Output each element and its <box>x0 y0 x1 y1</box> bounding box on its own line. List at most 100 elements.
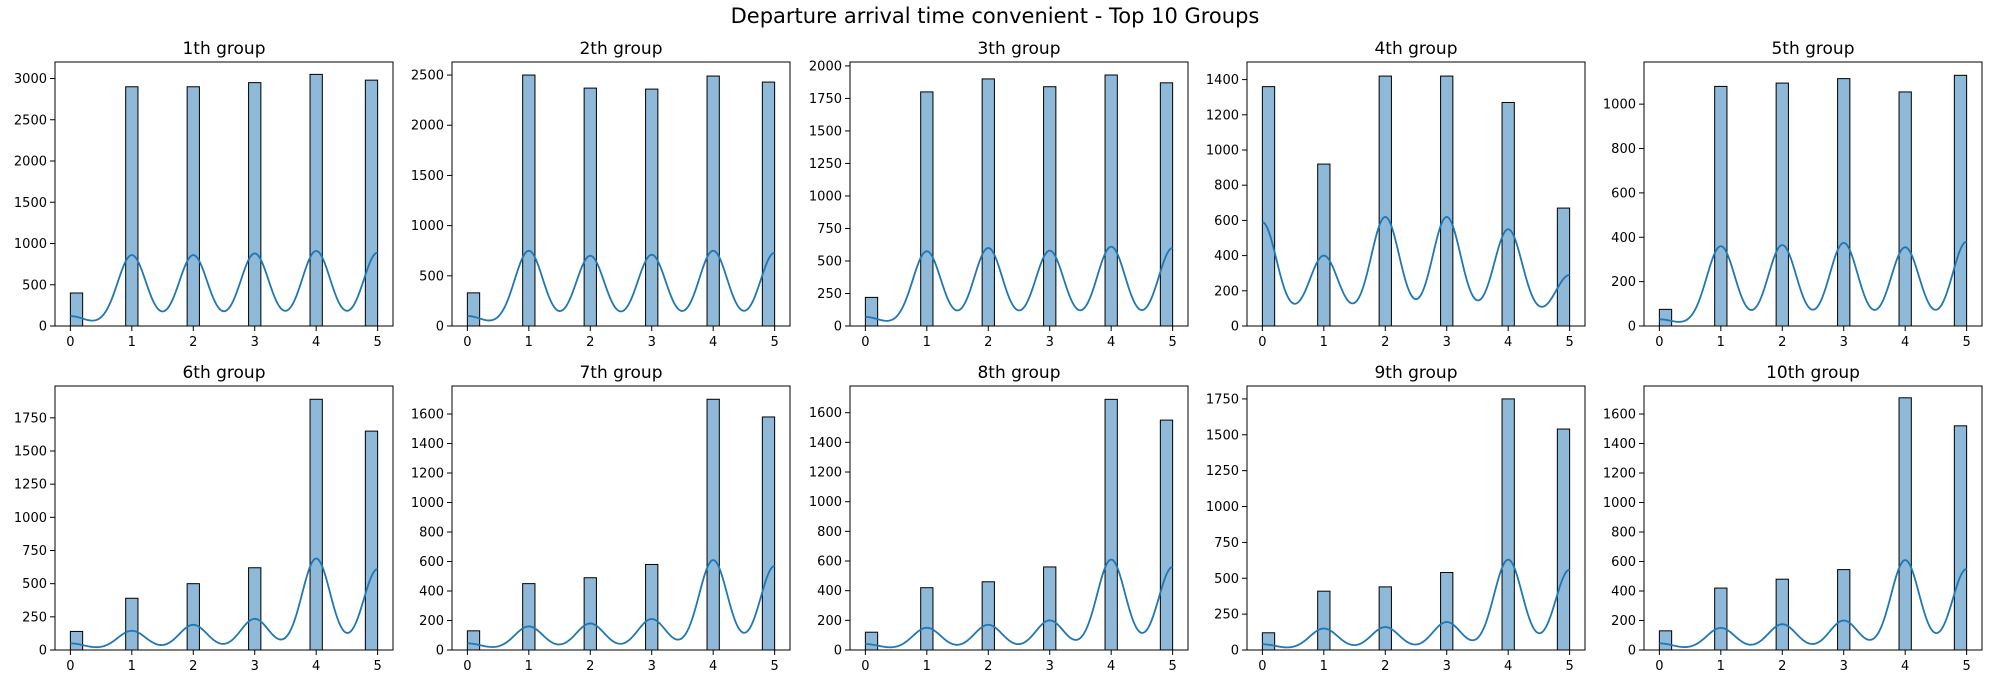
subplot-title: 1th group <box>182 39 265 59</box>
histogram-bar <box>1837 78 1851 327</box>
y-tick-label: 0 <box>1628 320 1636 335</box>
histogram-bar <box>69 292 84 327</box>
x-tick-label: 2 <box>1381 335 1389 350</box>
subplot-1: 1th group 0 1 2 3 4 5 0 500 1000 1500 2000 2500 3000 <box>14 39 394 350</box>
y-tick-label: 250 <box>817 287 842 302</box>
kde-curve <box>467 559 775 648</box>
subplot-8: 8th group 0 1 2 3 4 5 0 200 400 600 800 1000 1200 1400… <box>809 363 1189 674</box>
y-tick-label: 1750 <box>809 92 842 107</box>
x-tick-label: 5 <box>1168 335 1176 350</box>
y-tick-label: 600 <box>1214 214 1239 229</box>
x-tick-label: 0 <box>1258 659 1266 674</box>
y-tick-label: 400 <box>1611 231 1636 246</box>
histogram-bar <box>645 88 659 327</box>
y-tick-label: 0 <box>39 320 47 335</box>
x-tick-label: 3 <box>1840 659 1848 674</box>
histogram-bar <box>1159 82 1174 327</box>
histogram-bar <box>1775 82 1789 327</box>
y-tick-label: 800 <box>1214 179 1239 194</box>
histogram-bar <box>1556 207 1571 327</box>
x-tick-label: 1 <box>1320 335 1328 350</box>
x-tick-label: 5 <box>1565 335 1573 350</box>
histogram-bar <box>248 567 262 651</box>
histogram-bar <box>1159 419 1174 651</box>
x-tick-label: 4 <box>709 335 717 350</box>
histogram-bar <box>186 86 200 327</box>
histogram-bar <box>522 74 536 327</box>
y-tick-label: 400 <box>419 585 444 600</box>
x-tick-label: 3 <box>1443 659 1451 674</box>
y-tick-label: 0 <box>1231 320 1239 335</box>
histogram-bar <box>706 398 720 651</box>
y-tick-label: 1750 <box>1206 392 1239 407</box>
histogram-bar <box>920 91 934 327</box>
kde-curve <box>1262 215 1570 308</box>
subplot-title: 6th group <box>182 363 265 383</box>
x-tick-label: 0 <box>1655 335 1663 350</box>
x-tick-label: 4 <box>312 335 320 350</box>
y-tick-label: 250 <box>22 610 47 625</box>
y-tick-label: 1000 <box>809 189 842 204</box>
y-tick-label: 750 <box>1214 536 1239 551</box>
histogram-bar <box>1953 74 1968 327</box>
y-tick-label: 1500 <box>14 196 47 211</box>
y-tick-label: 1400 <box>809 436 842 451</box>
y-tick-label: 1000 <box>809 495 842 510</box>
y-tick-label: 800 <box>1611 526 1636 541</box>
y-tick-label: 0 <box>834 644 842 659</box>
y-tick-label: 1500 <box>14 445 47 460</box>
histogram-bar <box>864 296 879 327</box>
x-tick-label: 2 <box>189 659 197 674</box>
y-tick-label: 500 <box>1214 572 1239 587</box>
x-tick-label: 0 <box>1655 659 1663 674</box>
subplot-3: 3th group 0 1 2 3 4 5 0 250 500 750 1000 1250 1500 175… <box>809 39 1189 350</box>
x-tick-label: 1 <box>1717 335 1725 350</box>
y-tick-label: 1400 <box>411 437 444 452</box>
x-tick-label: 4 <box>1504 335 1512 350</box>
x-tick-label: 5 <box>770 335 778 350</box>
histogram-bar <box>1714 85 1728 327</box>
y-tick-label: 0 <box>436 644 444 659</box>
x-tick-label: 1 <box>923 659 931 674</box>
x-tick-label: 5 <box>1962 335 1970 350</box>
histogram-bar <box>1104 74 1118 327</box>
x-tick-label: 3 <box>1046 659 1054 674</box>
axes-frame <box>1643 385 1983 651</box>
y-tick-label: 1500 <box>1206 428 1239 443</box>
histogram-bar <box>309 73 323 327</box>
histogram-bar <box>1043 566 1057 651</box>
histogram-bar <box>248 82 262 327</box>
histogram-bar <box>1953 425 1968 651</box>
histogram-bar <box>1043 86 1057 327</box>
y-tick-label: 1200 <box>411 467 444 482</box>
y-tick-label: 0 <box>39 644 47 659</box>
x-tick-label: 4 <box>312 659 320 674</box>
y-tick-label: 1000 <box>14 237 47 252</box>
y-tick-label: 500 <box>22 278 47 293</box>
x-tick-label: 0 <box>463 659 471 674</box>
kde-curve <box>70 557 378 649</box>
y-tick-label: 500 <box>817 254 842 269</box>
y-tick-label: 500 <box>22 577 47 592</box>
x-tick-label: 3 <box>251 659 259 674</box>
histogram-bar <box>1378 75 1392 327</box>
histogram-bar <box>1714 587 1728 651</box>
histogram-bar <box>1775 578 1789 651</box>
subplot-title: 3th group <box>977 39 1060 59</box>
axes-frame <box>54 385 394 651</box>
y-tick-label: 0 <box>834 320 842 335</box>
y-tick-label: 800 <box>419 526 444 541</box>
y-tick-label: 250 <box>1214 608 1239 623</box>
histogram-bar <box>583 577 597 651</box>
histogram-bar <box>645 563 659 651</box>
y-tick-label: 1250 <box>809 157 842 172</box>
axes-frame <box>451 385 791 651</box>
x-tick-label: 4 <box>1901 335 1909 350</box>
subplot-title: 5th group <box>1771 39 1854 59</box>
histogram-bar <box>125 86 139 327</box>
y-tick-label: 200 <box>1214 284 1239 299</box>
x-tick-label: 5 <box>770 659 778 674</box>
axes-frame <box>849 385 1189 651</box>
y-tick-label: 2000 <box>411 119 444 134</box>
x-tick-label: 4 <box>1504 659 1512 674</box>
